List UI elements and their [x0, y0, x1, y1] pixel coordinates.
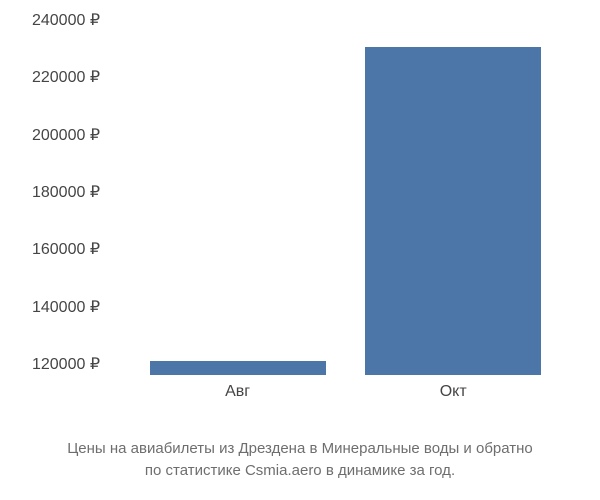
y-tick-label: 200000 ₽ — [10, 125, 100, 145]
bar — [150, 361, 326, 375]
price-bar-chart: 120000 ₽ 140000 ₽ 160000 ₽ 180000 ₽ 200000 ₽… — [0, 0, 600, 430]
y-tick-label: 140000 ₽ — [10, 297, 100, 317]
bar — [365, 47, 541, 375]
y-tick-label: 180000 ₽ — [10, 182, 100, 202]
plot-area — [110, 20, 550, 375]
caption-line-2: по статистике Csmia.aero в динамике за г… — [145, 462, 455, 479]
y-tick-label: 240000 ₽ — [10, 10, 100, 30]
x-tick-label: Окт — [440, 383, 467, 401]
y-tick-label: 120000 ₽ — [10, 354, 100, 374]
caption-line-1: Цены на авиабилеты из Дрездена в Минерал… — [67, 440, 533, 457]
y-tick-label: 220000 ₽ — [10, 67, 100, 87]
chart-caption: Цены на авиабилеты из Дрездена в Минерал… — [0, 438, 600, 482]
x-tick-label: Авг — [225, 383, 250, 401]
y-tick-label: 160000 ₽ — [10, 239, 100, 259]
